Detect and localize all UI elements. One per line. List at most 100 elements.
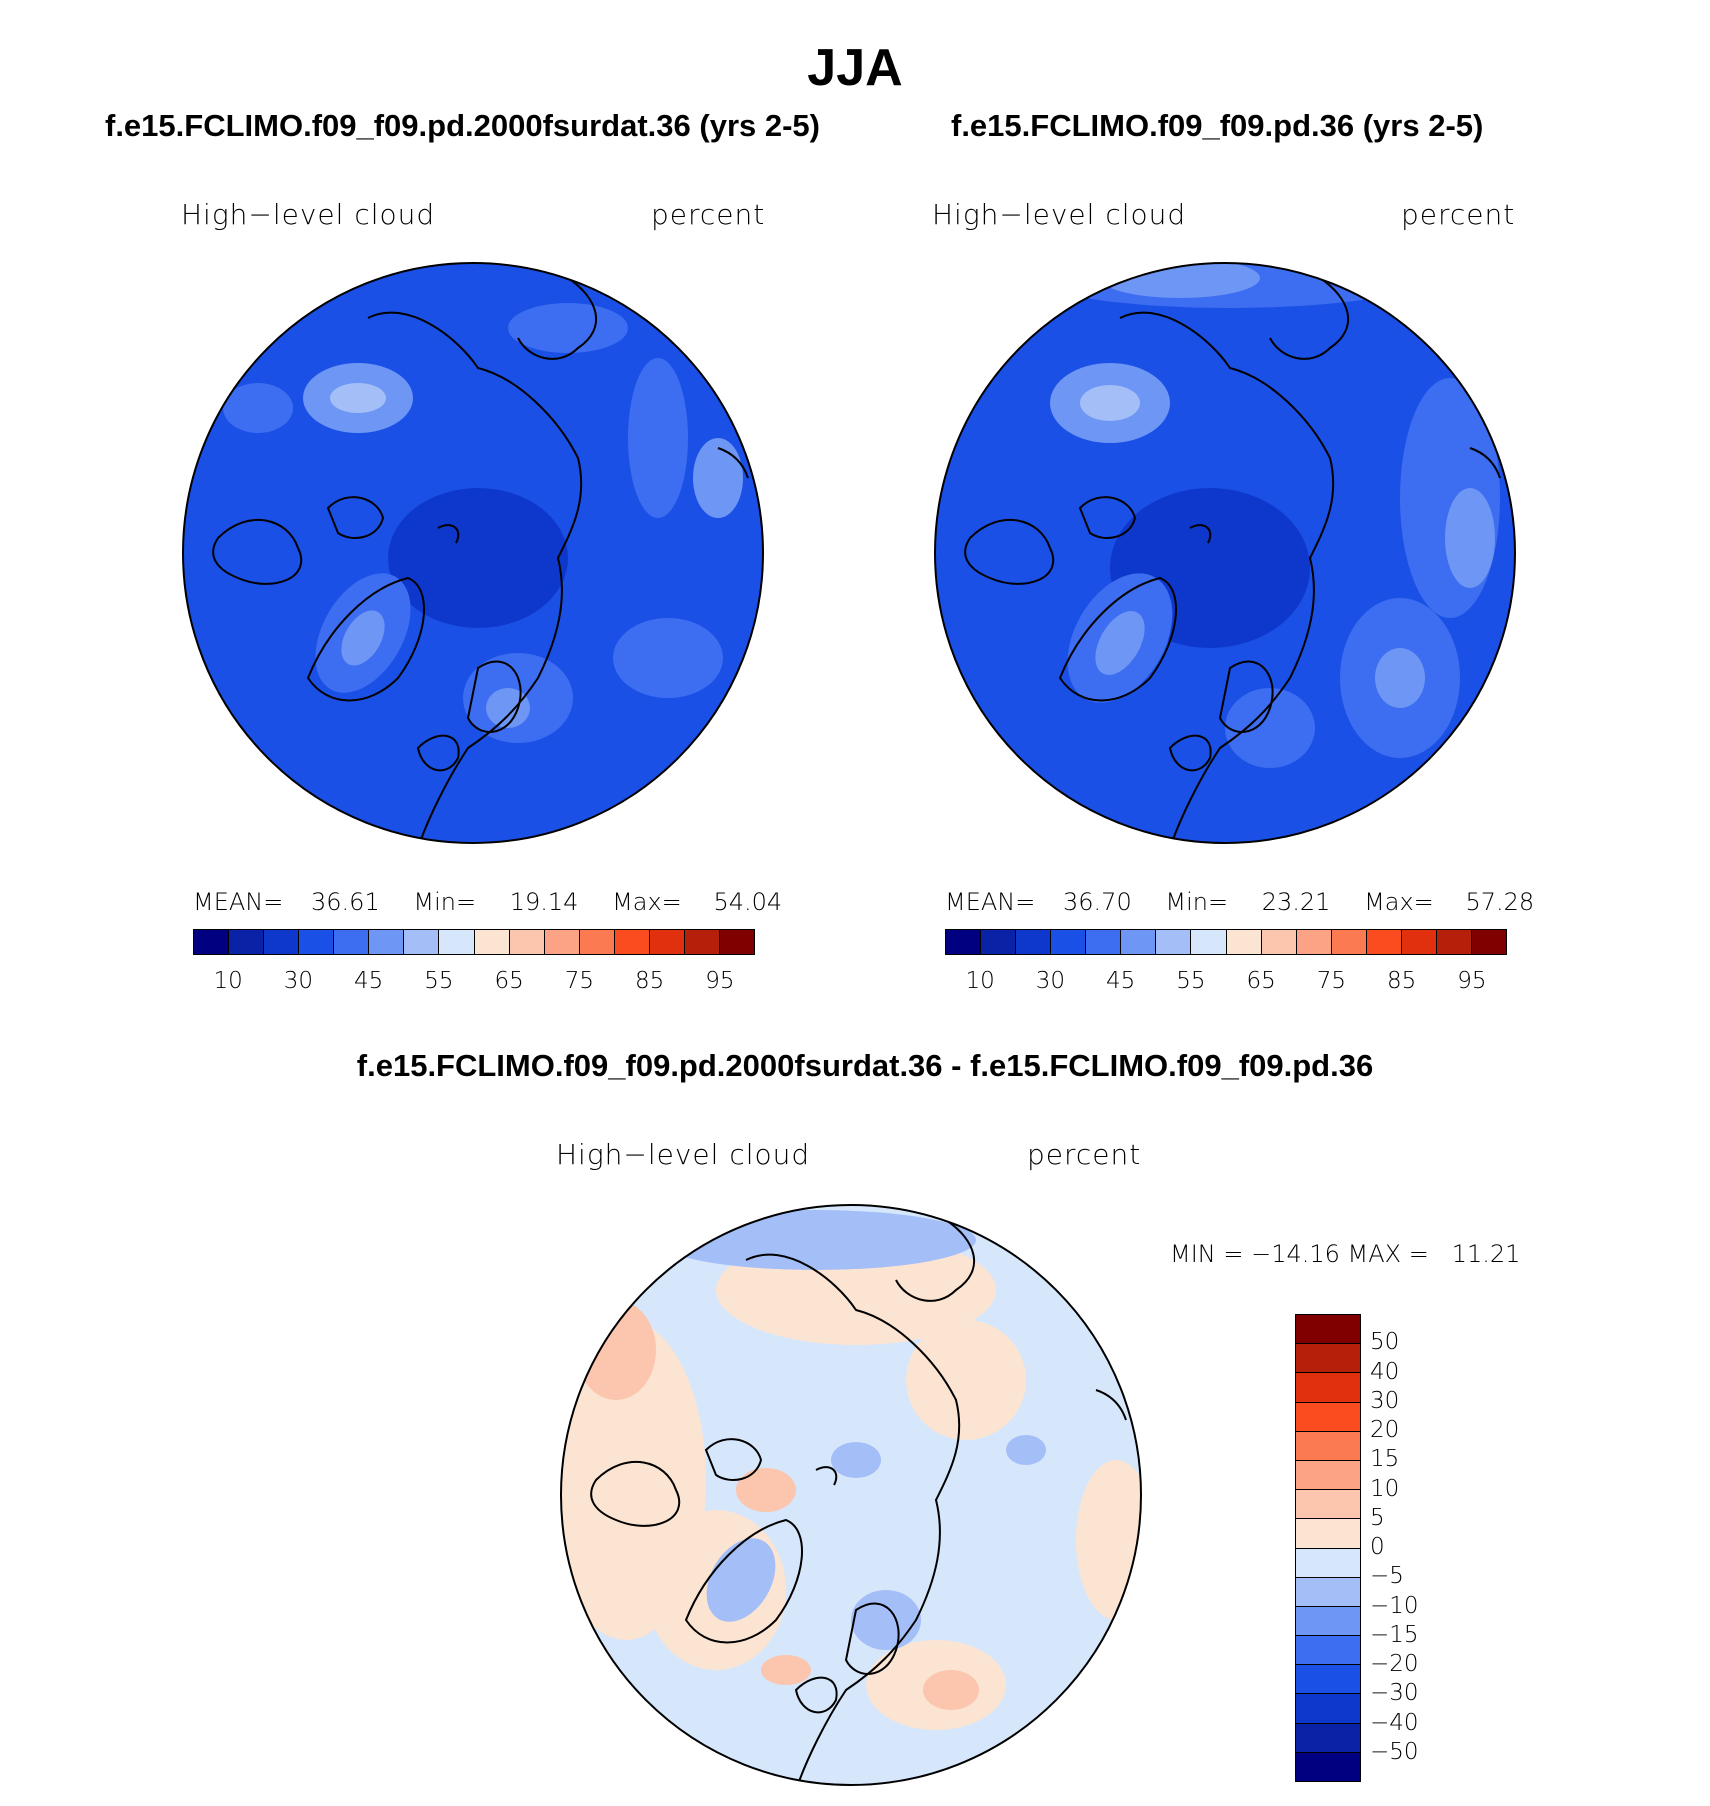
colorbar-tick-label: 30 bbox=[1370, 1387, 1400, 1414]
colorbar-swatch bbox=[1296, 1665, 1360, 1695]
panel1-stats: MEAN= 36.61 Min= 19.14 Max= 54.04 bbox=[193, 888, 782, 916]
colorbar-swatch bbox=[1296, 930, 1332, 954]
diff-colorbar-ticks: 50 40 30 20 15 10 5 0 −5 −10 −15 −20 −30 −40 −50 bbox=[1370, 1314, 1470, 1782]
colorbar-swatch bbox=[1296, 1315, 1360, 1345]
panel1-colorbar bbox=[193, 929, 755, 955]
panel1-max-label: Max= bbox=[612, 888, 682, 916]
colorbar-swatch bbox=[334, 930, 370, 954]
panel1-polar-map bbox=[182, 262, 764, 844]
colorbar-swatch bbox=[1471, 930, 1506, 954]
colorbar-tick-label: 95 bbox=[1457, 968, 1487, 994]
colorbar-swatch bbox=[544, 930, 580, 954]
colorbar-tick-label: 75 bbox=[1316, 968, 1347, 994]
panel1-mean-label: MEAN= bbox=[193, 888, 284, 916]
colorbar-swatch bbox=[194, 930, 230, 954]
panel2-stats: MEAN= 36.70 Min= 23.21 Max= 57.28 bbox=[945, 888, 1534, 916]
colorbar-tick-label: 85 bbox=[1386, 968, 1417, 994]
colorbar-tick-label: −20 bbox=[1370, 1651, 1419, 1677]
colorbar-tick-label: 95 bbox=[705, 968, 735, 994]
colorbar-swatch bbox=[1156, 930, 1192, 954]
colorbar-swatch bbox=[1121, 930, 1157, 954]
colorbar-tick-label: −5 bbox=[1370, 1563, 1404, 1590]
colorbar-swatch bbox=[684, 930, 720, 954]
panel2-mean-value: 36.70 bbox=[1063, 888, 1132, 916]
colorbar-swatch bbox=[1086, 930, 1122, 954]
colorbar-tick-label: 30 bbox=[1035, 968, 1066, 994]
colorbar-tick-label: 45 bbox=[1105, 968, 1136, 994]
diff-title: f.e15.FCLIMO.f09_f09.pd.2000fsurdat.36 -… bbox=[356, 1048, 1374, 1083]
colorbar-swatch bbox=[1226, 930, 1262, 954]
colorbar-tick-label: 55 bbox=[424, 968, 454, 994]
colorbar-swatch bbox=[1016, 930, 1052, 954]
colorbar-swatch bbox=[1261, 930, 1297, 954]
colorbar-swatch bbox=[649, 930, 685, 954]
colorbar-swatch bbox=[509, 930, 545, 954]
panel2-mean-label: MEAN= bbox=[945, 888, 1036, 916]
colorbar-swatch bbox=[1296, 1723, 1360, 1753]
colorbar-tick-label: 20 bbox=[1370, 1417, 1400, 1443]
colorbar-tick-label: 45 bbox=[353, 968, 384, 994]
colorbar-tick-label: 30 bbox=[283, 968, 314, 994]
panel2-max-value: 57.28 bbox=[1465, 888, 1535, 916]
colorbar-tick-label: 5 bbox=[1370, 1504, 1385, 1531]
panel2-max-label: Max= bbox=[1364, 888, 1434, 916]
colorbar-swatch bbox=[614, 930, 650, 954]
colorbar-swatch bbox=[1296, 1490, 1360, 1520]
panel1-max-value: 54.04 bbox=[713, 888, 783, 916]
colorbar-swatch bbox=[1366, 930, 1402, 954]
colorbar-swatch bbox=[1296, 1606, 1360, 1637]
colorbar-tick-label: 65 bbox=[1246, 968, 1276, 994]
panel1-min-value: 19.14 bbox=[509, 888, 579, 916]
panel1-variable-label: High−level cloud bbox=[181, 198, 436, 231]
colorbar-swatch bbox=[1296, 1519, 1360, 1549]
colorbar-swatch bbox=[474, 930, 510, 954]
colorbar-swatch bbox=[299, 930, 335, 954]
panel2-case-title: f.e15.FCLIMO.f09_f09.pd.36 (yrs 2-5) bbox=[951, 108, 1484, 143]
colorbar-swatch bbox=[719, 930, 754, 954]
panel1-colorbar-ticks: 10 30 45 55 65 75 85 95 bbox=[193, 968, 755, 998]
colorbar-swatch bbox=[404, 930, 440, 954]
colorbar-tick-label: −30 bbox=[1370, 1680, 1419, 1707]
colorbar-tick-label: 40 bbox=[1370, 1358, 1400, 1385]
panel1-mean-value: 36.61 bbox=[311, 888, 380, 916]
diff-colorbar bbox=[1295, 1314, 1361, 1782]
colorbar-swatch bbox=[1296, 1431, 1360, 1461]
colorbar-swatch bbox=[1296, 1402, 1360, 1432]
colorbar-tick-label: 65 bbox=[494, 968, 524, 994]
figure-title: JJA bbox=[807, 39, 903, 97]
colorbar-tick-label: 15 bbox=[1370, 1446, 1400, 1473]
diff-variable-label: High−level cloud bbox=[556, 1138, 811, 1171]
colorbar-swatch bbox=[1296, 1694, 1360, 1724]
panel1-min-label: Min= bbox=[413, 888, 477, 916]
panel2-units-label: percent bbox=[1401, 198, 1516, 231]
panel2-variable-label: High−level cloud bbox=[932, 198, 1187, 231]
colorbar-swatch bbox=[1296, 1752, 1360, 1781]
colorbar-tick-label: 55 bbox=[1176, 968, 1206, 994]
panel2-polar-map bbox=[934, 262, 1516, 844]
colorbar-swatch bbox=[981, 930, 1017, 954]
colorbar-swatch bbox=[1436, 930, 1472, 954]
panel2-colorbar-ticks: 10 30 45 55 65 75 85 95 bbox=[945, 968, 1507, 998]
colorbar-swatch bbox=[1296, 1577, 1360, 1607]
colorbar-swatch bbox=[1051, 930, 1087, 954]
colorbar-tick-label: −40 bbox=[1370, 1709, 1419, 1736]
diff-minmax: MIN = −14.16 MAX = 11.21 bbox=[1170, 1240, 1521, 1268]
colorbar-swatch bbox=[1331, 930, 1367, 954]
colorbar-swatch bbox=[1401, 930, 1437, 954]
diff-units-label: percent bbox=[1027, 1138, 1142, 1171]
colorbar-swatch bbox=[1296, 1548, 1360, 1578]
colorbar-tick-label: 50 bbox=[1370, 1329, 1400, 1356]
panel1-case-title: f.e15.FCLIMO.f09_f09.pd.2000fsurdat.36 (… bbox=[105, 108, 820, 143]
panel2-min-label: Min= bbox=[1165, 888, 1229, 916]
colorbar-swatch bbox=[579, 930, 615, 954]
colorbar-swatch bbox=[1296, 1636, 1360, 1666]
colorbar-tick-label: 10 bbox=[965, 968, 995, 994]
colorbar-tick-label: 75 bbox=[564, 968, 595, 994]
colorbar-tick-label: 10 bbox=[213, 968, 243, 994]
colorbar-swatch bbox=[946, 930, 982, 954]
diff-polar-map bbox=[560, 1204, 1142, 1786]
colorbar-tick-label: −10 bbox=[1370, 1592, 1419, 1619]
colorbar-swatch bbox=[1191, 930, 1227, 954]
panel2-colorbar bbox=[945, 929, 1507, 955]
colorbar-tick-label: −15 bbox=[1370, 1621, 1419, 1648]
